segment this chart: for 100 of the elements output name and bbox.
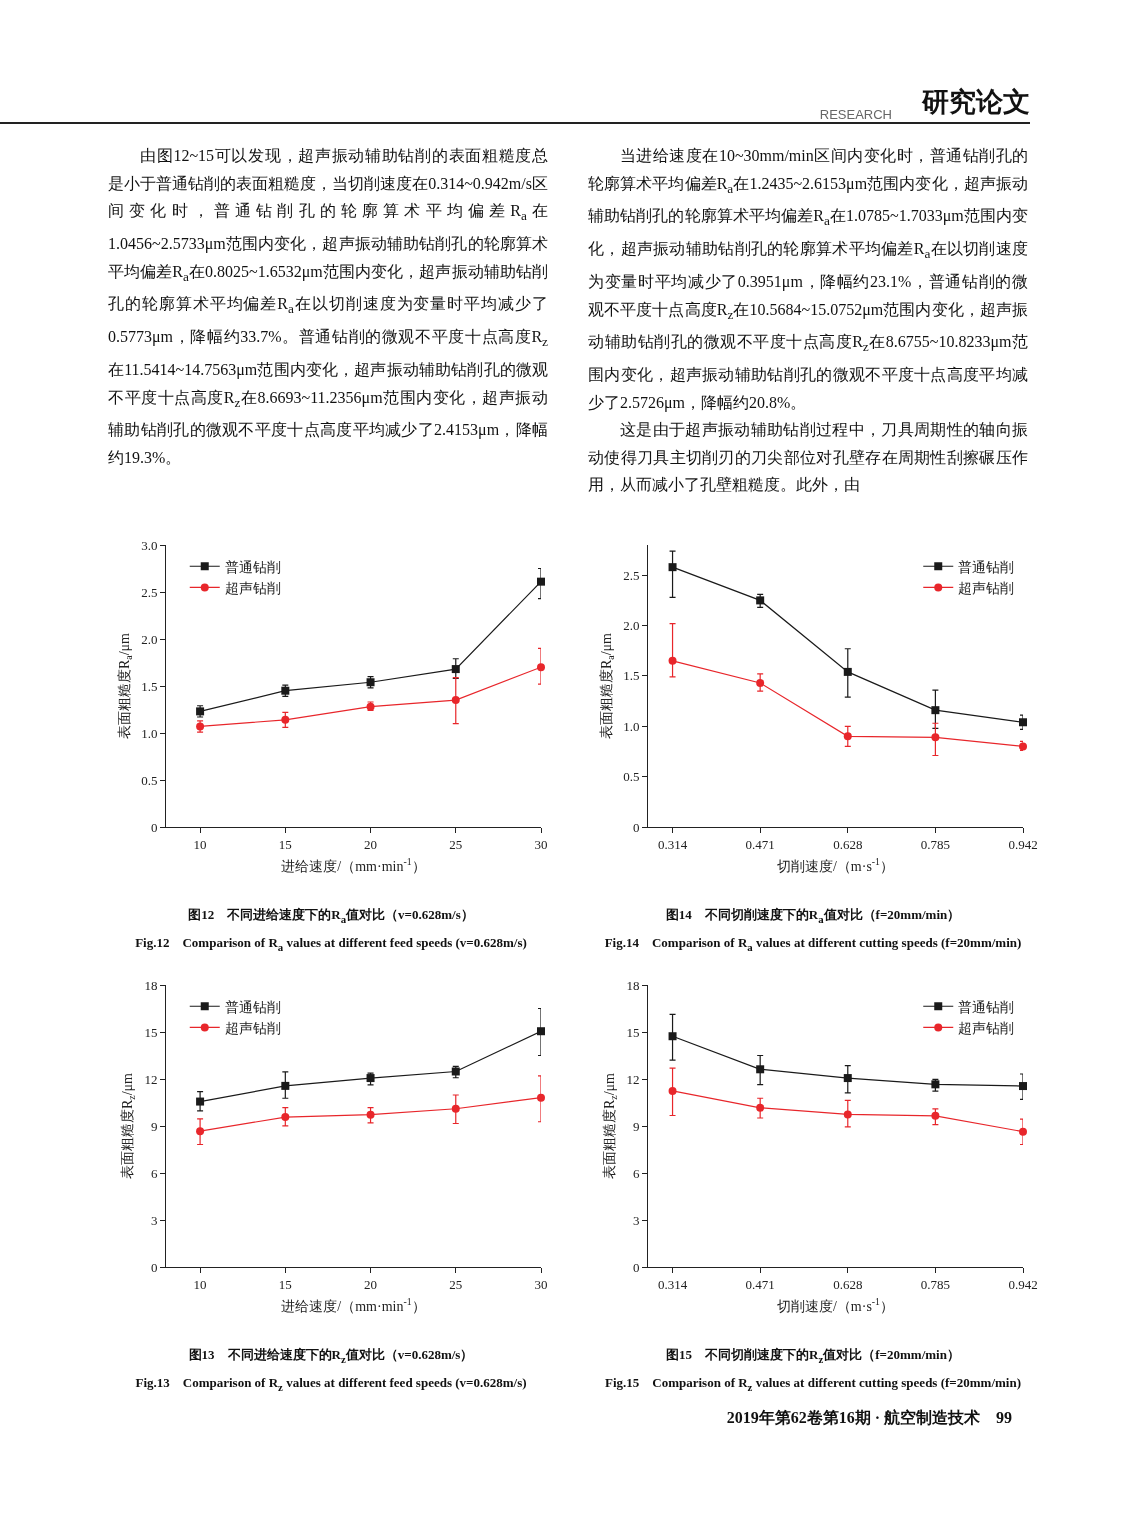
y-tick-label: 9 — [150, 1118, 158, 1134]
text: 研究论文 — [922, 86, 1030, 119]
point — [451, 665, 460, 674]
x-axis-title: 切削速度/（m·s$^{-1}$） — [776, 1296, 895, 1314]
point — [366, 1110, 375, 1119]
point — [451, 1104, 460, 1113]
y-tick-label: 1.5 — [623, 668, 640, 684]
point — [1019, 1082, 1027, 1091]
point — [281, 715, 290, 724]
y-tick-label: 15 — [626, 1024, 640, 1040]
legend-label: 普通钻削 — [224, 998, 281, 1015]
x-tick-label: 30 — [534, 836, 548, 852]
point — [843, 667, 852, 676]
x-axis-title: 切削速度/（m·s$^{-1}$） — [776, 856, 895, 874]
y-tick-label: 0.5 — [141, 772, 158, 788]
point — [196, 1097, 205, 1106]
text: 图14 不同切削速度下的R$_{a}$值对比（f=20mm/min） — [665, 907, 961, 925]
y-tick-label: 3 — [632, 1212, 640, 1228]
text: Fig.15 Comparison of R$_{z}$ values at different cutting speeds (f=20mm/min) — [604, 1374, 1022, 1393]
x-tick-label: 20 — [364, 836, 378, 852]
text: 当进给速度在10~30mm/min区间内变化时，普通钻削孔的轮廓算术平均偏差R$_{a}$在1.2435~2.6153μm范围内变化，超声振动辅助钻削孔的轮廓算术平均偏差R$_{a}$在1.0785~1.7033μm范围内变化，超声振动辅助钻削孔的轮廓算术平均偏差R$_{a}$在以切削速度为变量时平均减少了0.3951μm，降幅约23.1%，普通钻削的微观不平度十点高度R$_{z}$在10.5684~15.0752μm范围内变化，超声振动辅助钻削孔的微观不平度十点高度R$_{z}$在8.6755~10.8233μm范围内变化，超声振动辅助钻削孔的微观不平度十点高度平均减少了2.5726μm，降幅约20.8%。 — [588, 147, 1029, 411]
y-tick-label: 6 — [632, 1165, 640, 1181]
point — [1019, 1127, 1027, 1136]
point — [756, 1103, 765, 1112]
x-tick-label: 0.942 — [1008, 1276, 1038, 1292]
legend-label: 超声钻削 — [224, 1020, 281, 1036]
x-tick-label: 0.785 — [920, 836, 951, 852]
text: Fig.12 Comparison of R$_{a}$ values at different feed speeds (v=0.628m/s) — [135, 934, 527, 953]
x-axis-title: 进给速度/（mm·min$^{-1}$） — [281, 856, 426, 874]
point — [451, 696, 460, 705]
point — [843, 1074, 852, 1083]
text: RESEARCH — [819, 107, 892, 122]
y-tick-label: 1.5 — [141, 678, 158, 694]
x-tick-label: 0.785 — [920, 1276, 951, 1292]
text: 由图12~15可以发现，超声振动辅助钻削的表面粗糙度总是小于普通钻削的表面粗糙度，当切削速度在0.314~0.942m/s区间变化时，普通钻削孔的轮廓算术平均偏差R$_{a}$在1.0456~2.5733μm范围内变化，超声振动辅助钻削孔的轮廓算术平均偏差R$_{a}$在0.8025~1.6532μm范围内变化，超声振动辅助钻削孔的轮廓算术平均偏差R$_{a}$在以切削速度为变量时平均减少了0.5773μm，降幅约33.7%。普通钻削的微观不平度十点高度R$_{z}$在11.5414~14.7563μm范围内变化，超声振动辅助钻削孔的微观不平度十点高度R$_{z}$在8.6693~11.2356μm范围内变化，超声振动辅助钻削孔的微观不平度十点高度平均减少了2.4153μm，降幅约19.3%。 — [108, 147, 549, 466]
text: Fig.13 Comparison of R$_{z}$ values at different feed speeds (v=0.628m/s) — [135, 1374, 527, 1393]
text: 图15 不同切削速度下的R$_{z}$值对比（f=20mm/min） — [666, 1347, 960, 1365]
y-tick-label: 3 — [150, 1212, 158, 1228]
x-tick-label: 25 — [449, 1276, 463, 1292]
x-tick-label: 15 — [278, 1276, 292, 1292]
point — [756, 596, 765, 605]
point — [537, 1027, 545, 1036]
y-tick-label: 0.5 — [623, 769, 640, 785]
legend-label: 超声钻削 — [958, 580, 1015, 596]
legend-label: 超声钻削 — [224, 580, 281, 596]
y-tick-label: 18 — [144, 977, 158, 993]
point — [668, 1086, 677, 1095]
point — [668, 563, 677, 572]
y-tick-label: 2.5 — [623, 567, 640, 583]
y-tick-label: 0 — [150, 819, 158, 835]
point — [931, 706, 940, 715]
y-tick-label: 15 — [144, 1024, 158, 1040]
point — [756, 1065, 765, 1074]
text: 2019年第62卷第16期 · 航空制造技术 99 — [726, 1408, 1012, 1428]
text: 这是由于超声振动辅助钻削过程中，刀具周期性的轴向振动使得刀具主切削刃的刀尖部位对孔壁存在周期性刮擦碾压作用，从而减小了孔壁粗糙度。此外，由 — [588, 420, 1028, 496]
y-tick-label: 3.0 — [141, 537, 158, 553]
point — [668, 656, 677, 665]
point — [668, 1032, 677, 1041]
y-tick-label: 12 — [626, 1071, 640, 1087]
point — [537, 577, 545, 586]
point — [196, 1127, 205, 1136]
y-tick-label: 9 — [632, 1118, 640, 1134]
point — [843, 732, 852, 741]
y-tick-label: 0 — [632, 1259, 640, 1275]
x-tick-label: 0.628 — [833, 836, 863, 852]
y-tick-label: 0 — [150, 1259, 158, 1275]
y-tick-label: 2.0 — [623, 618, 640, 634]
x-tick-label: 0.471 — [745, 836, 775, 852]
y-tick-label: 1.0 — [141, 725, 158, 741]
point — [843, 1110, 852, 1119]
legend-label: 普通钻削 — [958, 558, 1015, 575]
x-tick-label: 0.314 — [657, 836, 688, 852]
x-tick-label: 20 — [364, 1276, 378, 1292]
legend-label: 超声钻削 — [958, 1020, 1015, 1036]
x-tick-label: 10 — [193, 1276, 207, 1292]
point — [1019, 718, 1027, 727]
x-tick-label: 15 — [278, 836, 292, 852]
y-tick-label: 1.0 — [623, 718, 640, 734]
y-tick-label: 0 — [632, 819, 640, 835]
legend-label: 普通钻削 — [224, 558, 281, 575]
x-tick-label: 10 — [193, 836, 207, 852]
legend-label: 普通钻削 — [958, 998, 1015, 1015]
x-axis-title: 进给速度/（mm·min$^{-1}$） — [281, 1296, 426, 1314]
x-tick-label: 0.471 — [745, 1276, 775, 1292]
y-tick-label: 12 — [144, 1071, 158, 1087]
x-tick-label: 0.628 — [833, 1276, 863, 1292]
x-tick-label: 30 — [534, 1276, 548, 1292]
y-tick-label: 6 — [150, 1165, 158, 1181]
y-tick-label: 18 — [626, 977, 640, 993]
y-tick-label: 2.0 — [141, 631, 158, 647]
point — [931, 733, 940, 742]
point — [931, 1111, 940, 1120]
text: 图12 不同进给速度下的R$_{a}$值对比（v=0.628m/s） — [188, 907, 474, 925]
point — [281, 1113, 290, 1122]
x-tick-label: 0.942 — [1008, 836, 1038, 852]
point — [756, 678, 765, 687]
point — [281, 1081, 290, 1090]
point — [537, 663, 545, 672]
text: Fig.14 Comparison of R$_{a}$ values at different cutting speeds (f=20mm/min) — [604, 934, 1022, 953]
point — [537, 1093, 545, 1102]
